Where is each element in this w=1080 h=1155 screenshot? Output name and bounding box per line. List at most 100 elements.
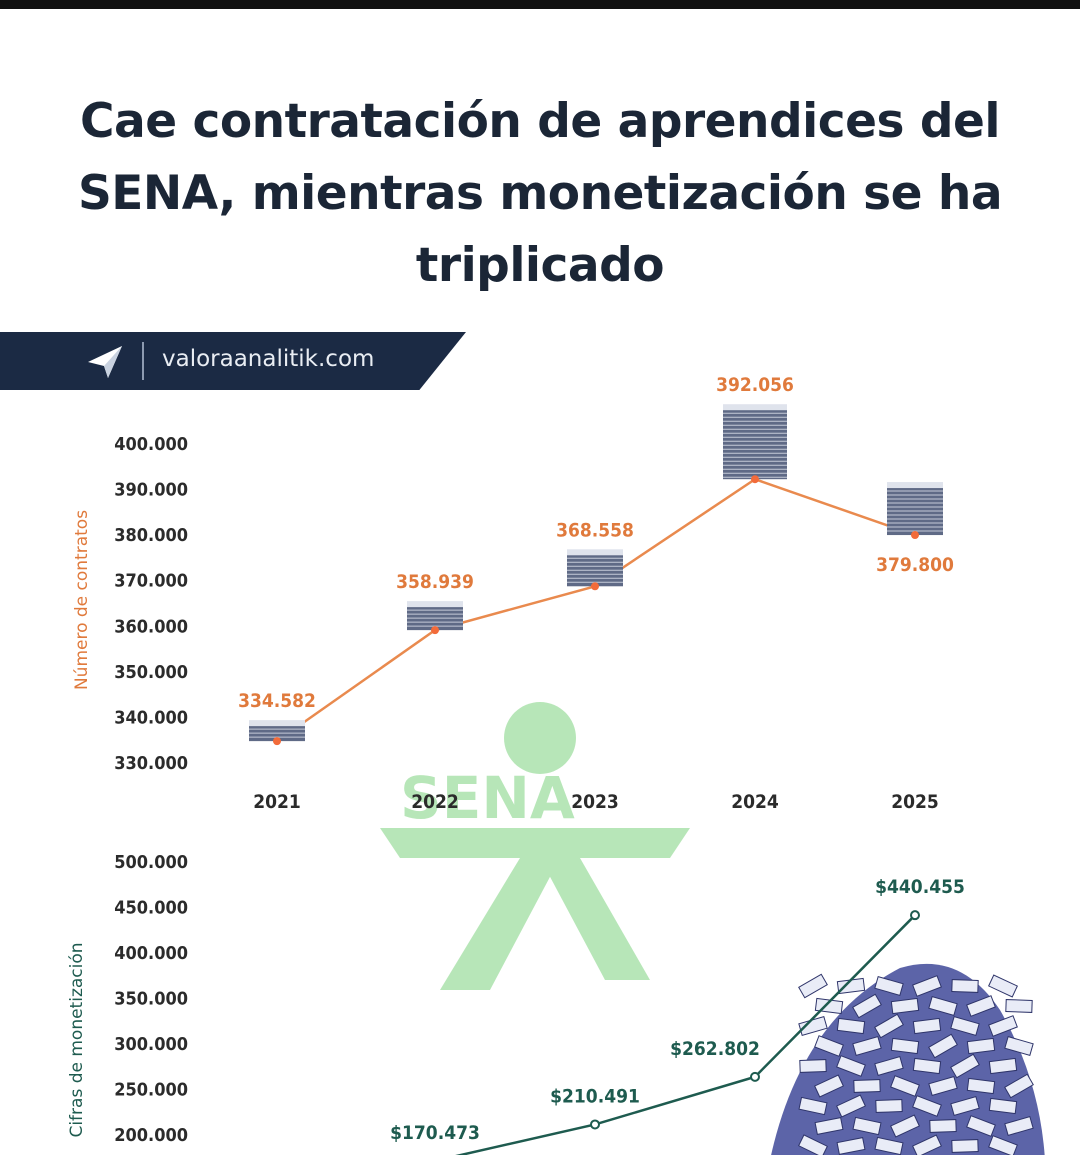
banknote [966, 1115, 996, 1137]
banknote [928, 996, 958, 1016]
contracts-data-point [751, 475, 759, 484]
banknote [966, 1077, 996, 1095]
banknote [836, 1094, 866, 1118]
paper-stack-top [567, 549, 623, 556]
y-axis-label: Cifras de monetización [67, 942, 87, 1137]
banknote [912, 1095, 942, 1117]
banknote [951, 1139, 979, 1153]
paper-stack-icon [723, 404, 787, 480]
banknote [912, 1134, 942, 1155]
paper-stack-icon [567, 549, 623, 587]
paper-stack-top [887, 482, 943, 489]
y-tick-label: 390.000 [114, 480, 188, 501]
banknote [875, 1099, 903, 1113]
banknote [874, 1136, 904, 1155]
paper-stack-top [249, 720, 305, 727]
y-tick-label: 330.000 [114, 753, 188, 774]
y-tick-label: 400.000 [114, 943, 188, 964]
y-tick-label: 360.000 [114, 616, 188, 637]
banknote [966, 995, 996, 1017]
banknote [912, 1017, 942, 1035]
banknote [799, 1059, 827, 1073]
banknote [988, 1057, 1018, 1075]
banknote [1004, 1073, 1034, 1099]
y-tick-label: 300.000 [114, 1034, 188, 1055]
banknote [928, 1033, 958, 1059]
banknote [890, 1114, 920, 1138]
y-axis-label: Número de contratos [72, 510, 92, 690]
monetization-data-point [910, 910, 920, 921]
y-tick-label: 380.000 [114, 525, 188, 546]
banknote [814, 1074, 844, 1098]
y-tick-label: 200.000 [114, 1125, 188, 1146]
banknote [798, 1096, 828, 1116]
contracts-data-label: 368.558 [556, 519, 634, 541]
monetization-data-label: $170.473 [390, 1122, 480, 1144]
banner-divider [142, 342, 144, 380]
banknote [798, 973, 828, 999]
banknote [912, 975, 942, 997]
banknote [814, 1035, 844, 1057]
banknote [890, 1037, 920, 1055]
y-tick-label: 450.000 [114, 898, 188, 919]
contracts-data-point [591, 582, 599, 591]
banknote [852, 1036, 882, 1056]
banknote [951, 979, 979, 993]
banknote [1004, 1116, 1034, 1136]
banknote [890, 1075, 920, 1097]
banknote [852, 1116, 882, 1136]
banknote [950, 1016, 980, 1036]
x-tick-label: 2023 [571, 791, 619, 813]
banknote [988, 974, 1018, 998]
y-tick-label: 340.000 [114, 707, 188, 728]
banknote [890, 997, 920, 1015]
y-tick-label: 370.000 [114, 571, 188, 592]
sena-watermark-text: SENA [400, 764, 575, 832]
banknote [836, 1055, 866, 1077]
y-tick-label: 400.000 [114, 434, 188, 455]
banknote [852, 993, 882, 1019]
money-pile-icon [771, 963, 1045, 1155]
monetization-data-point [590, 1119, 600, 1130]
banknote [798, 1134, 828, 1155]
monetization-data-label: $210.491 [550, 1085, 640, 1107]
monetization-data-point [750, 1071, 760, 1082]
paper-stack-top [407, 601, 463, 608]
x-tick-label: 2024 [731, 791, 779, 813]
banknote [928, 1076, 958, 1096]
banknote [950, 1053, 980, 1079]
contracts-chart: 330.000 340.000 350.000 360.000 370.000 380.0… [72, 374, 954, 813]
page-title: Cae contratación de aprendices del SENA,… [77, 94, 1003, 293]
contracts-data-label: 379.800 [876, 554, 954, 576]
banknote [836, 1017, 866, 1035]
monetization-data-label: $262.802 [670, 1038, 760, 1060]
banknote [966, 1037, 996, 1055]
banknote [950, 1096, 980, 1116]
contracts-data-point [273, 737, 281, 746]
source-url: valoraanalitik.com [162, 346, 375, 372]
paper-stack-icon [249, 720, 305, 742]
banknote [929, 1119, 957, 1133]
x-tick-label: 2021 [253, 791, 301, 813]
y-tick-label: 350.000 [114, 989, 188, 1010]
banknote [874, 976, 904, 996]
top-bar [0, 0, 1080, 9]
contracts-data-label: 334.582 [238, 690, 316, 712]
banknote [1005, 999, 1033, 1013]
contracts-data-label: 392.056 [716, 374, 794, 396]
banknote [853, 1079, 881, 1093]
banknote [988, 1015, 1018, 1037]
source-banner: valoraanalitik.com [0, 332, 466, 390]
sena-watermark-logo: SENA [380, 702, 690, 990]
paper-stack-icon [887, 482, 943, 536]
x-tick-label: 2025 [891, 791, 939, 813]
y-tick-label: 350.000 [114, 662, 188, 683]
monetization-data-label: $440.455 [875, 876, 965, 898]
contracts-data-point [431, 626, 439, 635]
paper-stack-top [723, 404, 787, 411]
banknote [836, 1137, 866, 1155]
banknote [912, 1057, 942, 1075]
banknote [874, 1056, 904, 1076]
banknote [1004, 1036, 1034, 1056]
